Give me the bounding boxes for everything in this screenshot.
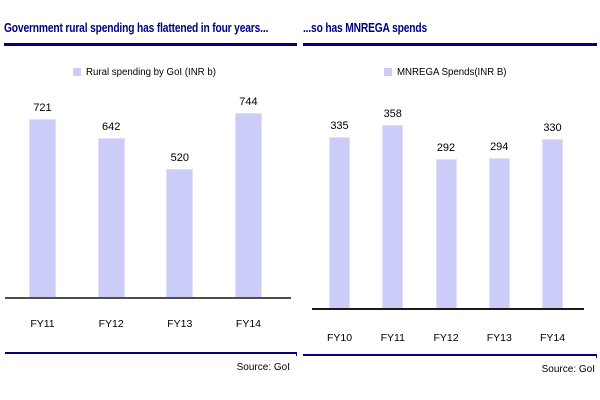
x-axis-label: FY10 bbox=[326, 332, 353, 344]
bar-value-label: 520 bbox=[170, 152, 189, 164]
x-axis-label: FY12 bbox=[433, 332, 459, 344]
x-axis-labels: FY10 FY11 FY12 FY13 FY14 bbox=[303, 332, 597, 344]
bar-group: 335 bbox=[329, 120, 350, 310]
bar-value-label: 358 bbox=[383, 108, 402, 120]
plot-area: 335 358 292 294 330 bbox=[303, 103, 597, 310]
footer-rule bbox=[5, 352, 297, 355]
bar-group: 642 bbox=[97, 121, 125, 299]
x-axis-label: FY12 bbox=[98, 318, 124, 330]
bar-group: 330 bbox=[542, 122, 563, 310]
rural-spending-chart: Government rural spending has flattened … bbox=[4, 0, 297, 400]
bar-value-label: 292 bbox=[436, 142, 456, 154]
legend-swatch-icon bbox=[73, 68, 82, 76]
bar bbox=[29, 119, 56, 299]
bar-value-label: 294 bbox=[490, 141, 509, 153]
x-axis-line bbox=[312, 308, 584, 310]
x-axis-label: FY14 bbox=[235, 318, 262, 330]
bar-group: 520 bbox=[166, 152, 194, 299]
x-axis-label: FY13 bbox=[167, 318, 193, 330]
bar-group: 721 bbox=[29, 102, 56, 299]
title-underline bbox=[303, 43, 597, 46]
legend: Rural spending by GoI (INR b) bbox=[4, 65, 297, 79]
chart-title: Government rural spending has flattened … bbox=[4, 21, 269, 35]
chart-title: ...so has MNREGA spends bbox=[303, 21, 427, 35]
source-note: Source: GoI bbox=[236, 362, 290, 373]
bar-value-label: 335 bbox=[330, 120, 349, 132]
bar bbox=[97, 138, 125, 299]
x-axis-line bbox=[5, 297, 291, 299]
bar-group: 744 bbox=[234, 96, 262, 299]
legend: MNREGA Spends(INR B) bbox=[303, 65, 597, 79]
title-underline bbox=[4, 43, 297, 46]
bar bbox=[329, 137, 350, 310]
bar-value-label: 721 bbox=[33, 102, 52, 114]
bar bbox=[542, 139, 563, 310]
bar bbox=[435, 159, 457, 310]
bar-value-label: 330 bbox=[543, 122, 562, 134]
source-note: Source: GoI bbox=[541, 364, 595, 375]
x-axis-label: FY11 bbox=[30, 318, 55, 330]
legend-swatch-icon bbox=[383, 68, 392, 76]
x-axis-label: FY14 bbox=[539, 332, 566, 344]
mnrega-spends-chart: ...so has MNREGA spends MNREGA Spends(IN… bbox=[303, 0, 597, 400]
bar-group: 358 bbox=[382, 108, 404, 310]
bar-group: 292 bbox=[435, 142, 457, 310]
bar bbox=[234, 113, 262, 299]
bar-group: 294 bbox=[488, 141, 510, 310]
bar bbox=[166, 169, 194, 299]
bar-value-label: 642 bbox=[101, 121, 121, 133]
x-axis-label: FY11 bbox=[380, 332, 405, 344]
plot-area: 721 642 520 744 bbox=[4, 96, 297, 299]
bar bbox=[488, 158, 510, 310]
x-axis-label: FY13 bbox=[486, 332, 512, 344]
footer-rule bbox=[303, 354, 597, 357]
legend-label: MNREGA Spends(INR B) bbox=[396, 66, 507, 78]
bar-value-label: 744 bbox=[239, 96, 258, 108]
legend-label: Rural spending by GoI (INR b) bbox=[86, 66, 217, 78]
bar bbox=[382, 125, 404, 310]
x-axis-labels: FY11 FY12 FY13 FY14 bbox=[4, 318, 297, 330]
